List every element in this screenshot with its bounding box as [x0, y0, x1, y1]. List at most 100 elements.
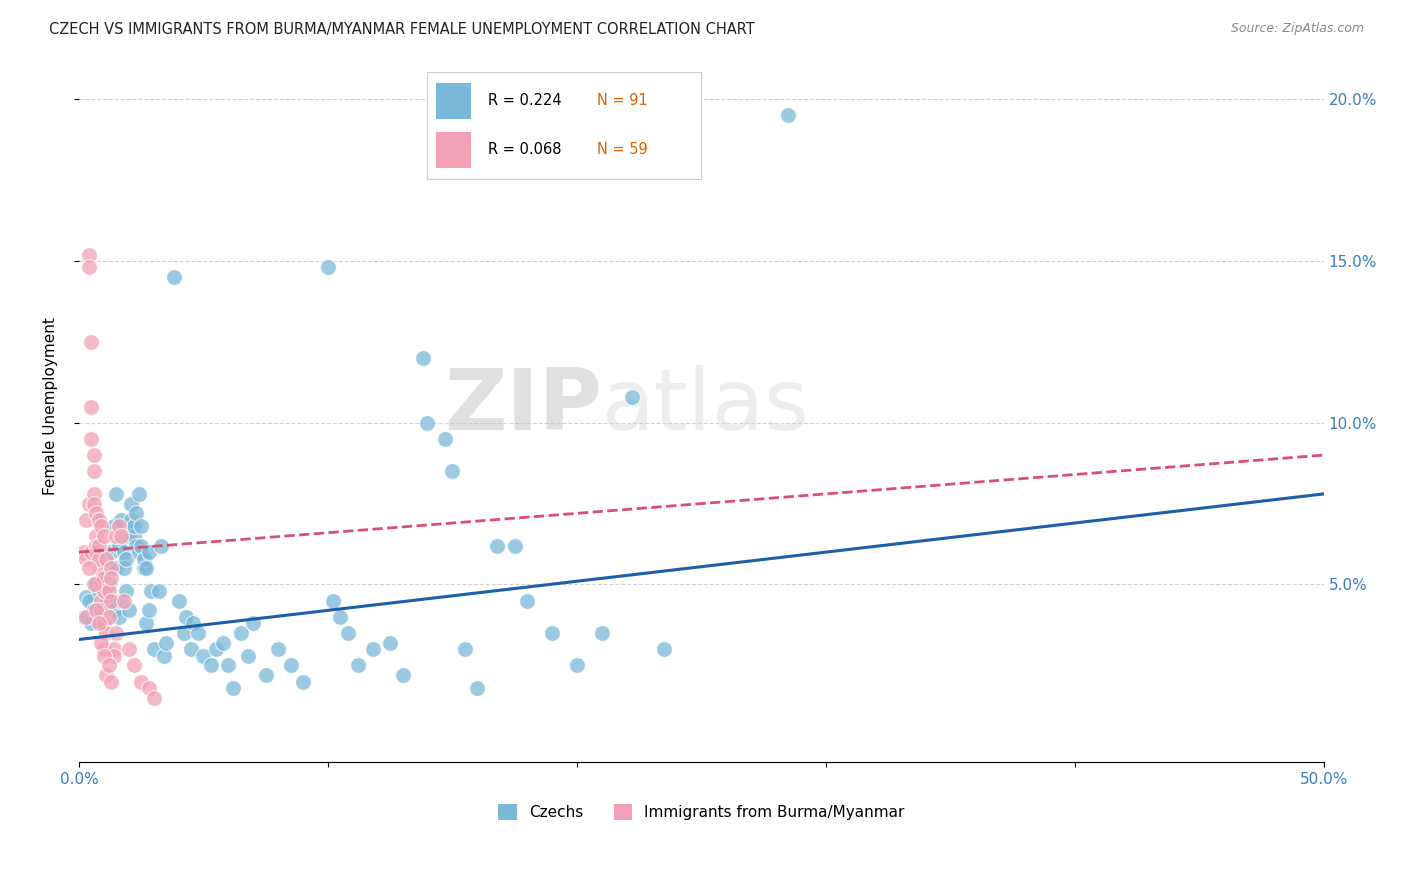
Point	[267, 642, 290, 657]
Point	[187, 626, 209, 640]
Point	[77, 561, 100, 575]
Point	[112, 545, 135, 559]
Point	[180, 642, 202, 657]
Point	[73, 545, 96, 559]
Point	[120, 513, 142, 527]
Point	[152, 648, 174, 663]
Point	[378, 636, 401, 650]
Point	[93, 571, 115, 585]
Point	[86, 506, 108, 520]
Point	[174, 610, 197, 624]
Point	[135, 561, 157, 575]
Point	[454, 642, 477, 657]
Point	[346, 658, 368, 673]
Point	[105, 529, 128, 543]
Point	[150, 539, 173, 553]
Point	[183, 616, 205, 631]
Point	[80, 400, 103, 414]
Point	[80, 432, 103, 446]
Point	[778, 108, 800, 122]
Point	[141, 584, 163, 599]
Point	[162, 270, 184, 285]
Point	[486, 539, 509, 553]
Point	[77, 247, 100, 261]
Point	[129, 519, 152, 533]
Point	[465, 681, 488, 695]
Point	[97, 584, 120, 599]
Point	[103, 648, 125, 663]
Point	[107, 519, 129, 533]
Point	[620, 390, 643, 404]
Point	[242, 616, 264, 631]
Point	[83, 448, 105, 462]
Point	[83, 603, 105, 617]
Point	[138, 545, 160, 559]
Point	[90, 593, 112, 607]
Point	[90, 577, 112, 591]
Point	[100, 593, 122, 607]
Point	[105, 487, 128, 501]
Point	[83, 577, 105, 591]
Point	[142, 642, 165, 657]
Point	[391, 668, 413, 682]
Point	[77, 497, 100, 511]
Point	[516, 593, 538, 607]
Point	[129, 539, 152, 553]
Point	[115, 584, 138, 599]
Point	[105, 561, 128, 575]
Point	[138, 681, 160, 695]
Point	[238, 648, 260, 663]
Point	[100, 545, 122, 559]
Point	[128, 487, 150, 501]
Point	[217, 658, 239, 673]
Point	[433, 432, 456, 446]
Text: CZECH VS IMMIGRANTS FROM BURMA/MYANMAR FEMALE UNEMPLOYMENT CORRELATION CHART: CZECH VS IMMIGRANTS FROM BURMA/MYANMAR F…	[49, 22, 755, 37]
Point	[96, 668, 118, 682]
Point	[148, 584, 170, 599]
Point	[75, 591, 97, 605]
Point	[100, 571, 122, 585]
Point	[83, 464, 105, 478]
Point	[100, 561, 122, 575]
Point	[118, 642, 141, 657]
Point	[110, 593, 132, 607]
Point	[93, 616, 115, 631]
Point	[75, 513, 97, 527]
Point	[80, 334, 103, 349]
Point	[87, 513, 110, 527]
Point	[112, 561, 135, 575]
Point	[87, 551, 110, 566]
Point	[200, 658, 222, 673]
Point	[90, 636, 112, 650]
Point	[93, 571, 115, 585]
Point	[90, 519, 112, 533]
Point	[125, 506, 148, 520]
Point	[222, 681, 245, 695]
Point	[110, 513, 132, 527]
Point	[205, 642, 228, 657]
Point	[80, 616, 103, 631]
Point	[441, 464, 464, 478]
Point	[361, 642, 384, 657]
Point	[96, 626, 118, 640]
Text: Source: ZipAtlas.com: Source: ZipAtlas.com	[1230, 22, 1364, 36]
Point	[118, 529, 141, 543]
Point	[97, 658, 120, 673]
Point	[87, 561, 110, 575]
Point	[138, 603, 160, 617]
Point	[87, 584, 110, 599]
Point	[96, 597, 118, 611]
Point	[110, 529, 132, 543]
Point	[322, 593, 344, 607]
Point	[86, 603, 108, 617]
Point	[316, 260, 339, 275]
Point	[93, 529, 115, 543]
Point	[167, 593, 190, 607]
Point	[93, 584, 115, 599]
Point	[129, 674, 152, 689]
Text: atlas: atlas	[602, 365, 810, 448]
Point	[86, 577, 108, 591]
Point	[103, 642, 125, 657]
Text: ZIP: ZIP	[444, 365, 602, 448]
Point	[122, 519, 145, 533]
